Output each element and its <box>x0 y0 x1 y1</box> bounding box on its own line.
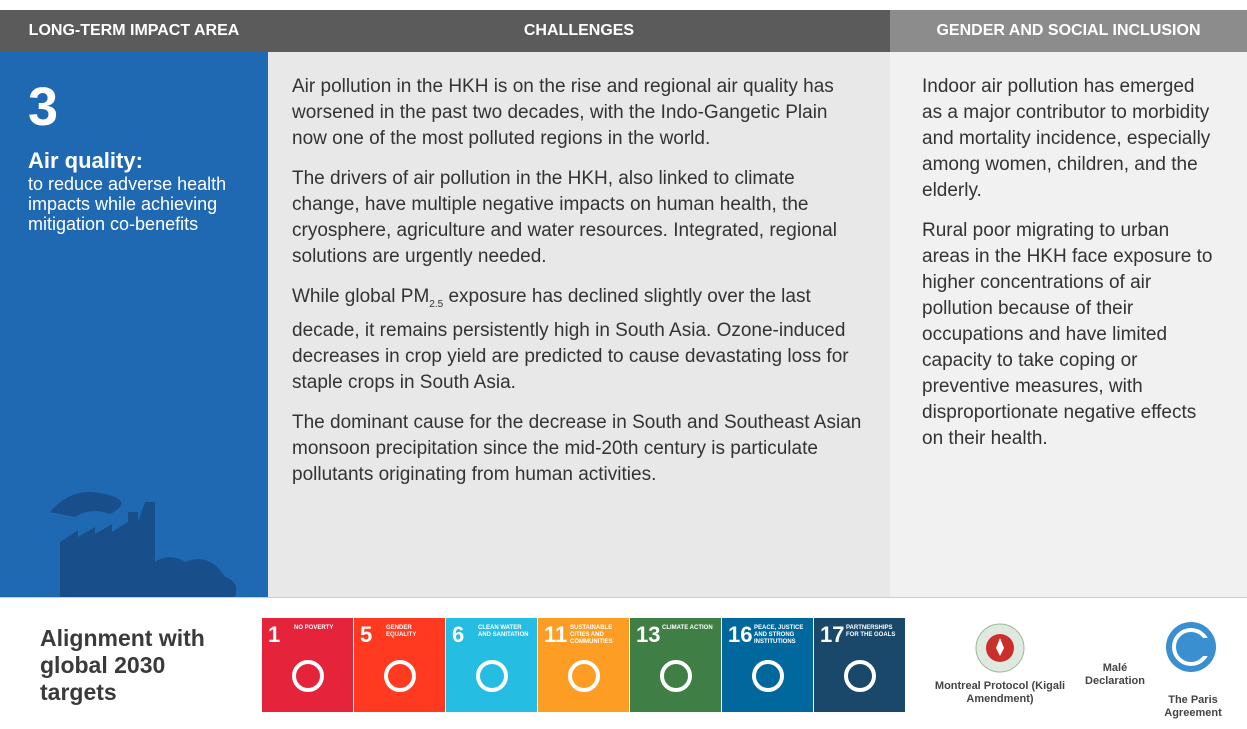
header-cell: LONG-TERM IMPACT AREA <box>0 10 268 52</box>
sdg-number: 13 <box>636 622 660 648</box>
sdg-icon: 1 NO POVERTY <box>262 618 353 712</box>
gender-panel: Indoor air pollution has emerged as a ma… <box>890 52 1247 597</box>
alignment-title: Alignment with global 2030 targets <box>40 625 210 706</box>
sdg-glyph <box>660 660 692 692</box>
sdg-label: GENDER EQUALITY <box>386 625 441 639</box>
sdg-label: PEACE, JUSTICE AND STRONG INSTITUTIONS <box>754 625 809 646</box>
sdg-glyph <box>844 660 876 692</box>
header-cell: GENDER AND SOCIAL INCLUSION <box>890 10 1247 52</box>
sdg-label: NO POVERTY <box>294 625 349 632</box>
divider <box>0 597 1247 598</box>
sdg-number: 11 <box>544 622 567 648</box>
montreal-logo <box>970 622 1030 674</box>
paragraph: Rural poor migrating to urban areas in t… <box>922 218 1217 452</box>
text: While global PM <box>292 286 429 307</box>
challenges-panel: Air pollution in the HKH is on the rise … <box>268 52 890 597</box>
sdg-label: CLEAN WATER AND SANITATION <box>478 625 533 639</box>
sdg-number: 1 <box>268 622 280 648</box>
paragraph: Indoor air pollution has emerged as a ma… <box>922 74 1217 204</box>
paragraph: While global PM2.5 exposure has declined… <box>292 284 866 396</box>
impact-title: Air quality: <box>28 148 143 174</box>
sdg-label: PARTNERSHIPS FOR THE GOALS <box>846 625 901 639</box>
sdg-glyph <box>476 660 508 692</box>
sdg-number: 5 <box>360 622 372 648</box>
agreement-label: Montreal Protocol (Kigali Amendment) <box>930 680 1070 706</box>
sdg-label: SUSTAINABLE CITIES AND COMMUNITIES <box>570 625 625 646</box>
sdg-glyph <box>384 660 416 692</box>
sdg-glyph <box>752 660 784 692</box>
impact-number: 3 <box>28 76 58 138</box>
sdg-number: 16 <box>728 622 752 648</box>
sdg-icon: 5 GENDER EQUALITY <box>354 618 445 712</box>
sdg-number: 17 <box>820 622 844 648</box>
paris-logo <box>1158 620 1224 675</box>
paragraph: Air pollution in the HKH is on the rise … <box>292 74 866 152</box>
subscript: 2.5 <box>429 299 443 310</box>
impact-description: to reduce adverse health impacts while a… <box>28 174 243 234</box>
paragraph: The drivers of air pollution in the HKH,… <box>292 166 866 270</box>
impact-panel: 3 Air quality: to reduce adverse health … <box>0 52 268 597</box>
sdg-number: 6 <box>452 622 464 648</box>
agreement-label: The Paris Agreement <box>1160 694 1226 720</box>
header-cell: CHALLENGES <box>268 10 890 52</box>
sdg-glyph <box>292 660 324 692</box>
agreement-label: Malé Declaration <box>1080 662 1150 688</box>
sdg-label: CLIMATE ACTION <box>662 625 717 632</box>
sdg-glyph <box>568 660 600 692</box>
paragraph: The dominant cause for the decrease in S… <box>292 410 866 488</box>
factory-icon <box>20 482 240 597</box>
page: LONG-TERM IMPACT AREA CHALLENGES GENDER … <box>0 0 1247 729</box>
sdg-icon: 6 CLEAN WATER AND SANITATION <box>446 618 537 712</box>
